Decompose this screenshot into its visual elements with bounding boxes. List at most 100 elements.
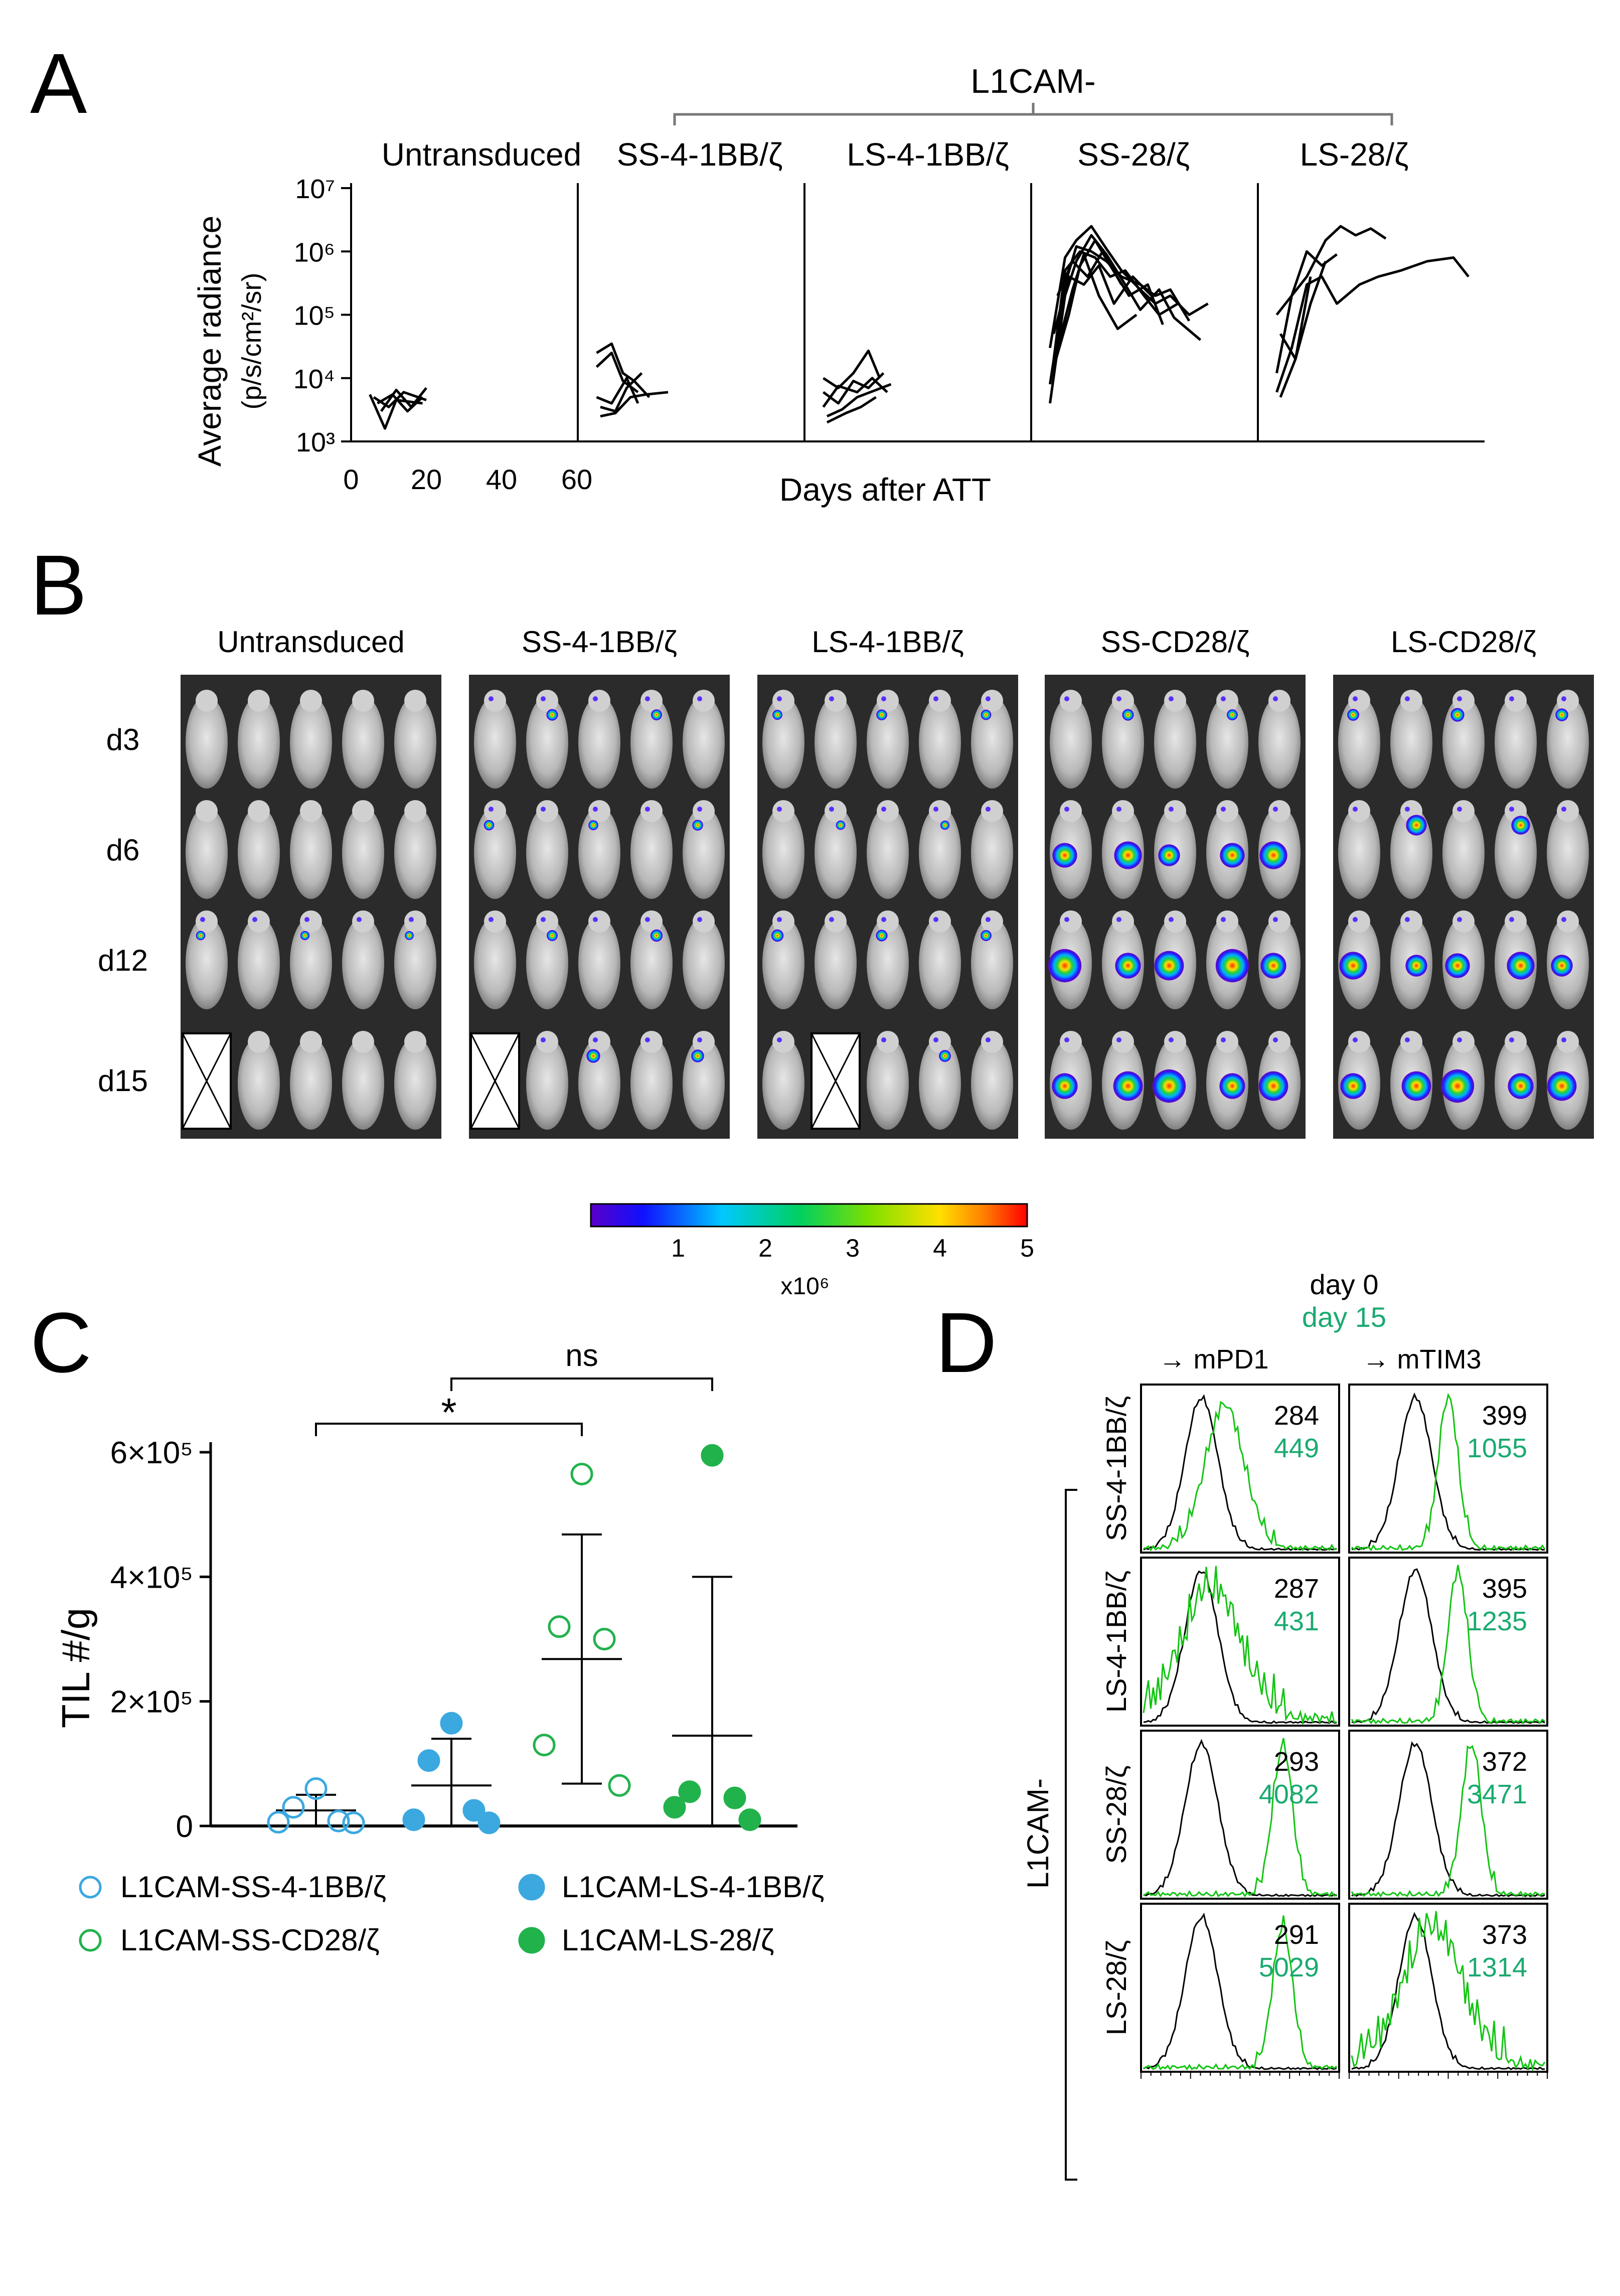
mouse-head bbox=[1164, 690, 1186, 712]
histogram-day0-trace bbox=[1351, 1741, 1545, 1897]
bioluminescence-signal bbox=[546, 709, 558, 721]
mouse-head bbox=[640, 910, 663, 933]
bioluminescence-signal bbox=[1113, 1071, 1143, 1101]
bioluminescence-signal bbox=[1547, 1071, 1577, 1101]
panel-a-y-tick-label: 10³ bbox=[296, 427, 335, 457]
mouse-silhouette bbox=[474, 917, 516, 1009]
bioluminescence-signal bbox=[1508, 1073, 1534, 1099]
bioluminescence-signal bbox=[541, 696, 546, 701]
bioluminescence-signal bbox=[1152, 1069, 1186, 1103]
mouse-silhouette bbox=[186, 696, 228, 789]
panel-letter-a: A bbox=[30, 36, 87, 131]
mouse-head bbox=[1505, 690, 1527, 712]
mouse-head bbox=[300, 800, 322, 822]
mouse-head bbox=[1452, 800, 1475, 822]
histogram-day0-trace bbox=[1143, 1912, 1337, 2070]
bioluminescence-signal bbox=[483, 820, 495, 831]
panel-a-y-tick-label: 10⁴ bbox=[293, 364, 335, 394]
missing-mouse-cross bbox=[182, 1033, 232, 1129]
histogram-day15-trace bbox=[1351, 1911, 1546, 2072]
mouse-head bbox=[1452, 910, 1475, 933]
mouse-silhouette bbox=[1495, 696, 1537, 789]
colorbar-tick-5: 5 bbox=[1020, 1234, 1034, 1262]
panel-d-side-label: L1CAM- bbox=[1021, 1778, 1055, 1889]
bioluminescence-signal bbox=[1551, 955, 1573, 977]
imaging-grid-untransduced bbox=[181, 675, 441, 1139]
mouse-silhouette bbox=[394, 807, 436, 899]
bioluminescence-signal bbox=[1048, 949, 1082, 983]
legend-day15: day 15 bbox=[1302, 1301, 1386, 1333]
mouse-silhouette bbox=[1338, 807, 1380, 899]
histogram-day15-trace bbox=[1351, 1393, 1546, 1552]
bioluminescence-signal bbox=[541, 1037, 546, 1042]
mouse-silhouette bbox=[578, 696, 620, 789]
bioluminescence-signal bbox=[1405, 917, 1410, 922]
colorbar-tick-4: 4 bbox=[933, 1234, 947, 1262]
bioluminescence-signal bbox=[1115, 953, 1141, 979]
bioluminescence-signal bbox=[1227, 709, 1238, 720]
bioluminescence-signal bbox=[586, 1049, 600, 1063]
mouse-head bbox=[877, 690, 899, 712]
bioluminescence-signal bbox=[772, 710, 782, 720]
bioluminescence-signal bbox=[357, 917, 362, 922]
bioluminescence-signal bbox=[986, 696, 991, 701]
legend-marker-l1cam-ss-4-1bb bbox=[79, 1876, 102, 1899]
bioluminescence-signal bbox=[200, 917, 205, 922]
panel-c-legend: L1CAM-SS-4-1BB/ζ L1CAM-LS-4-1BB/ζ L1CAM-SS… bbox=[79, 1870, 824, 1957]
mouse-silhouette bbox=[1258, 696, 1301, 789]
bioluminescence-signal bbox=[986, 1037, 991, 1042]
mouse-silhouette bbox=[630, 917, 673, 1009]
til-data-point bbox=[548, 1615, 571, 1638]
bioluminescence-signal bbox=[651, 709, 662, 720]
mouse-head bbox=[588, 1031, 610, 1053]
panel-a-group-title-ls-28: LS-28/ζ bbox=[1300, 136, 1409, 173]
histogram-day15-trace bbox=[1351, 1745, 1545, 1898]
mouse-head bbox=[588, 800, 610, 822]
mouse-head bbox=[693, 910, 715, 933]
bioluminescence-signal bbox=[940, 820, 950, 830]
bioluminescence-signal bbox=[829, 696, 834, 701]
mouse-head bbox=[300, 1031, 322, 1053]
mouse-head bbox=[536, 910, 558, 933]
bioluminescence-signal bbox=[1561, 807, 1566, 812]
panel-c-y-label: TIL #/g bbox=[54, 1608, 98, 1728]
mouse-head bbox=[1112, 910, 1134, 933]
histogram-frame bbox=[1140, 1384, 1340, 1554]
panel-letter-c: C bbox=[30, 1295, 92, 1391]
bioluminescence-signal bbox=[1169, 917, 1174, 922]
mouse-silhouette bbox=[394, 1037, 436, 1130]
radiance-line-ls-28-mouse-4 bbox=[1279, 260, 1327, 398]
mouse-head bbox=[1348, 690, 1370, 712]
mouse-silhouette bbox=[238, 696, 280, 789]
mouse-head bbox=[772, 800, 794, 822]
mouse-head bbox=[1216, 800, 1238, 822]
panel-c-group-l1cam-ls-28 bbox=[663, 1444, 761, 1831]
colorbar-ticks: 1 2 3 4 5 bbox=[671, 1234, 1034, 1262]
bioluminescence-signal bbox=[541, 807, 546, 812]
bioluminescence-signal bbox=[593, 696, 598, 701]
histogram-day15-trace bbox=[1143, 1738, 1337, 1898]
bioluminescence-signal bbox=[777, 1037, 782, 1042]
panel-b-day-labels: d3 d6 d12 d15 bbox=[98, 723, 148, 1098]
bioluminescence-signal bbox=[986, 807, 991, 812]
mouse-head bbox=[825, 800, 847, 822]
histogram-day0-trace bbox=[1351, 1912, 1545, 2070]
legend-marker-l1cam-ss-cd28 bbox=[79, 1929, 102, 1952]
bioluminescence-signal bbox=[1220, 843, 1245, 868]
histogram-row-label: LS-4-1BB/ζ bbox=[1100, 1571, 1132, 1713]
mouse-head bbox=[1505, 910, 1527, 933]
mfi-day0-value: 372 bbox=[1482, 1747, 1527, 1777]
mouse-head bbox=[248, 690, 270, 712]
mfi-day0-value: 399 bbox=[1482, 1401, 1527, 1431]
mouse-head bbox=[248, 1031, 270, 1053]
mouse-silhouette bbox=[971, 807, 1013, 899]
mouse-silhouette bbox=[526, 807, 568, 899]
mouse-head bbox=[404, 910, 426, 933]
mouse-head bbox=[536, 800, 558, 822]
mfi-day15-value: 1055 bbox=[1467, 1433, 1527, 1463]
bioluminescence-signal bbox=[1219, 1073, 1245, 1099]
